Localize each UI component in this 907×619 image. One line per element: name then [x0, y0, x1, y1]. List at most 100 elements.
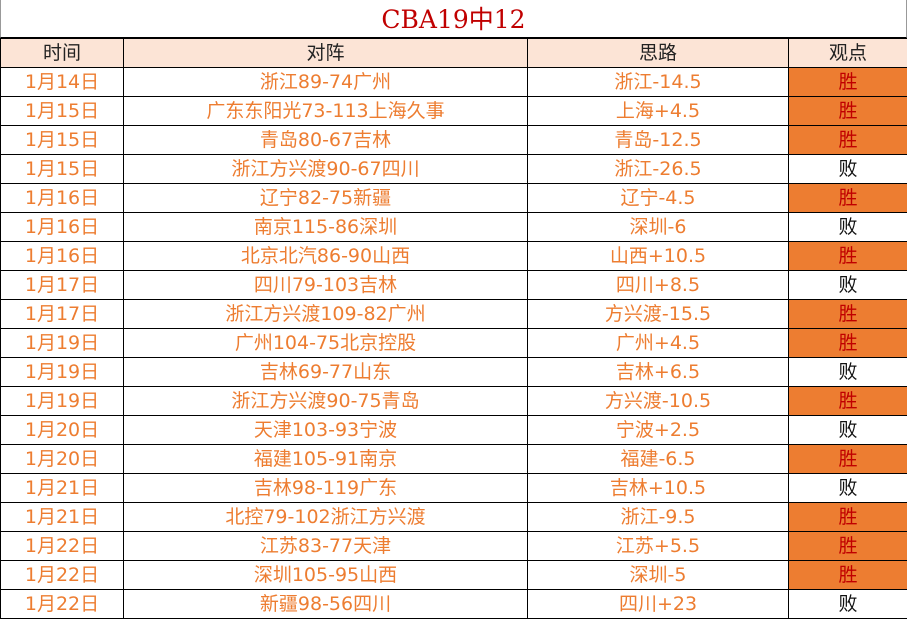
cell-date[interactable]: 1月16日 — [1, 213, 124, 242]
cell-pick[interactable]: 福建-6.5 — [528, 445, 789, 474]
header-match[interactable]: 对阵 — [124, 39, 528, 68]
cell-match[interactable]: 浙江方兴渡90-75青岛 — [124, 387, 528, 416]
cell-match[interactable]: 广东东阳光73-113上海久事 — [124, 97, 528, 126]
cell-pick[interactable]: 广州+4.5 — [528, 329, 789, 358]
cell-verdict[interactable]: 败 — [789, 590, 907, 619]
cell-pick[interactable]: 深圳-6 — [528, 213, 789, 242]
cell-verdict[interactable]: 胜 — [789, 387, 907, 416]
cell-verdict[interactable]: 胜 — [789, 300, 907, 329]
header-row: 时间 对阵 思路 观点 — [1, 39, 907, 68]
cell-verdict[interactable]: 败 — [789, 155, 907, 184]
cell-date[interactable]: 1月22日 — [1, 532, 124, 561]
cell-date[interactable]: 1月21日 — [1, 474, 124, 503]
cell-verdict[interactable]: 败 — [789, 416, 907, 445]
header-verdict[interactable]: 观点 — [789, 39, 907, 68]
cell-match[interactable]: 深圳105-95山西 — [124, 561, 528, 590]
cell-match[interactable]: 吉林98-119广东 — [124, 474, 528, 503]
cell-verdict[interactable]: 胜 — [789, 184, 907, 213]
cell-match[interactable]: 浙江方兴渡109-82广州 — [124, 300, 528, 329]
cell-pick[interactable]: 四川+8.5 — [528, 271, 789, 300]
cell-verdict[interactable]: 胜 — [789, 329, 907, 358]
cell-verdict[interactable]: 败 — [789, 474, 907, 503]
header-date[interactable]: 时间 — [1, 39, 124, 68]
cell-date[interactable]: 1月20日 — [1, 445, 124, 474]
cell-pick[interactable]: 方兴渡-15.5 — [528, 300, 789, 329]
cell-pick[interactable]: 山西+10.5 — [528, 242, 789, 271]
cell-date[interactable]: 1月19日 — [1, 387, 124, 416]
cell-match[interactable]: 江苏83-77天津 — [124, 532, 528, 561]
cell-match[interactable]: 青岛80-67吉林 — [124, 126, 528, 155]
cell-match[interactable]: 四川79-103吉林 — [124, 271, 528, 300]
cell-pick[interactable]: 四川+23 — [528, 590, 789, 619]
cell-verdict[interactable]: 败 — [789, 213, 907, 242]
cell-pick[interactable]: 上海+4.5 — [528, 97, 789, 126]
cell-date[interactable]: 1月16日 — [1, 184, 124, 213]
cell-date[interactable]: 1月15日 — [1, 155, 124, 184]
cell-date[interactable]: 1月20日 — [1, 416, 124, 445]
cell-verdict[interactable]: 败 — [789, 271, 907, 300]
cell-pick[interactable]: 青岛-12.5 — [528, 126, 789, 155]
cell-verdict[interactable]: 胜 — [789, 97, 907, 126]
cell-verdict[interactable]: 胜 — [789, 503, 907, 532]
cell-verdict[interactable]: 胜 — [789, 242, 907, 271]
cell-date[interactable]: 1月17日 — [1, 300, 124, 329]
cell-pick[interactable]: 浙江-26.5 — [528, 155, 789, 184]
cell-verdict[interactable]: 胜 — [789, 532, 907, 561]
cell-match[interactable]: 浙江方兴渡90-67四川 — [124, 155, 528, 184]
cell-verdict[interactable]: 胜 — [789, 68, 907, 97]
cell-date[interactable]: 1月17日 — [1, 271, 124, 300]
cell-pick[interactable]: 方兴渡-10.5 — [528, 387, 789, 416]
cell-verdict[interactable]: 败 — [789, 358, 907, 387]
cell-pick[interactable]: 宁波+2.5 — [528, 416, 789, 445]
cell-match[interactable]: 南京115-86深圳 — [124, 213, 528, 242]
cell-pick[interactable]: 吉林+10.5 — [528, 474, 789, 503]
cell-date[interactable]: 1月15日 — [1, 97, 124, 126]
cell-date[interactable]: 1月22日 — [1, 561, 124, 590]
cell-pick[interactable]: 浙江-9.5 — [528, 503, 789, 532]
cell-date[interactable]: 1月16日 — [1, 242, 124, 271]
cell-match[interactable]: 北控79-102浙江方兴渡 — [124, 503, 528, 532]
cell-match[interactable]: 天津103-93宁波 — [124, 416, 528, 445]
cell-pick[interactable]: 辽宁-4.5 — [528, 184, 789, 213]
cell-match[interactable]: 新疆98-56四川 — [124, 590, 528, 619]
cell-pick[interactable]: 吉林+6.5 — [528, 358, 789, 387]
cell-match[interactable]: 辽宁82-75新疆 — [124, 184, 528, 213]
cell-pick[interactable]: 深圳-5 — [528, 561, 789, 590]
cell-date[interactable]: 1月15日 — [1, 126, 124, 155]
cell-match[interactable]: 北京北汽86-90山西 — [124, 242, 528, 271]
cell-date[interactable]: 1月19日 — [1, 358, 124, 387]
cell-match[interactable]: 吉林69-77山东 — [124, 358, 528, 387]
cell-pick[interactable]: 江苏+5.5 — [528, 532, 789, 561]
cell-date[interactable]: 1月19日 — [1, 329, 124, 358]
cell-date[interactable]: 1月21日 — [1, 503, 124, 532]
header-pick[interactable]: 思路 — [528, 39, 789, 68]
cell-date[interactable]: 1月14日 — [1, 68, 124, 97]
cell-match[interactable]: 广州104-75北京控股 — [124, 329, 528, 358]
cell-match[interactable]: 福建105-91南京 — [124, 445, 528, 474]
cell-pick[interactable]: 浙江-14.5 — [528, 68, 789, 97]
sheet-title: CBA19中12 — [0, 0, 907, 38]
cell-verdict[interactable]: 胜 — [789, 126, 907, 155]
cell-date[interactable]: 1月22日 — [1, 590, 124, 619]
cell-match[interactable]: 浙江89-74广州 — [124, 68, 528, 97]
cell-verdict[interactable]: 胜 — [789, 445, 907, 474]
cell-verdict[interactable]: 胜 — [789, 561, 907, 590]
